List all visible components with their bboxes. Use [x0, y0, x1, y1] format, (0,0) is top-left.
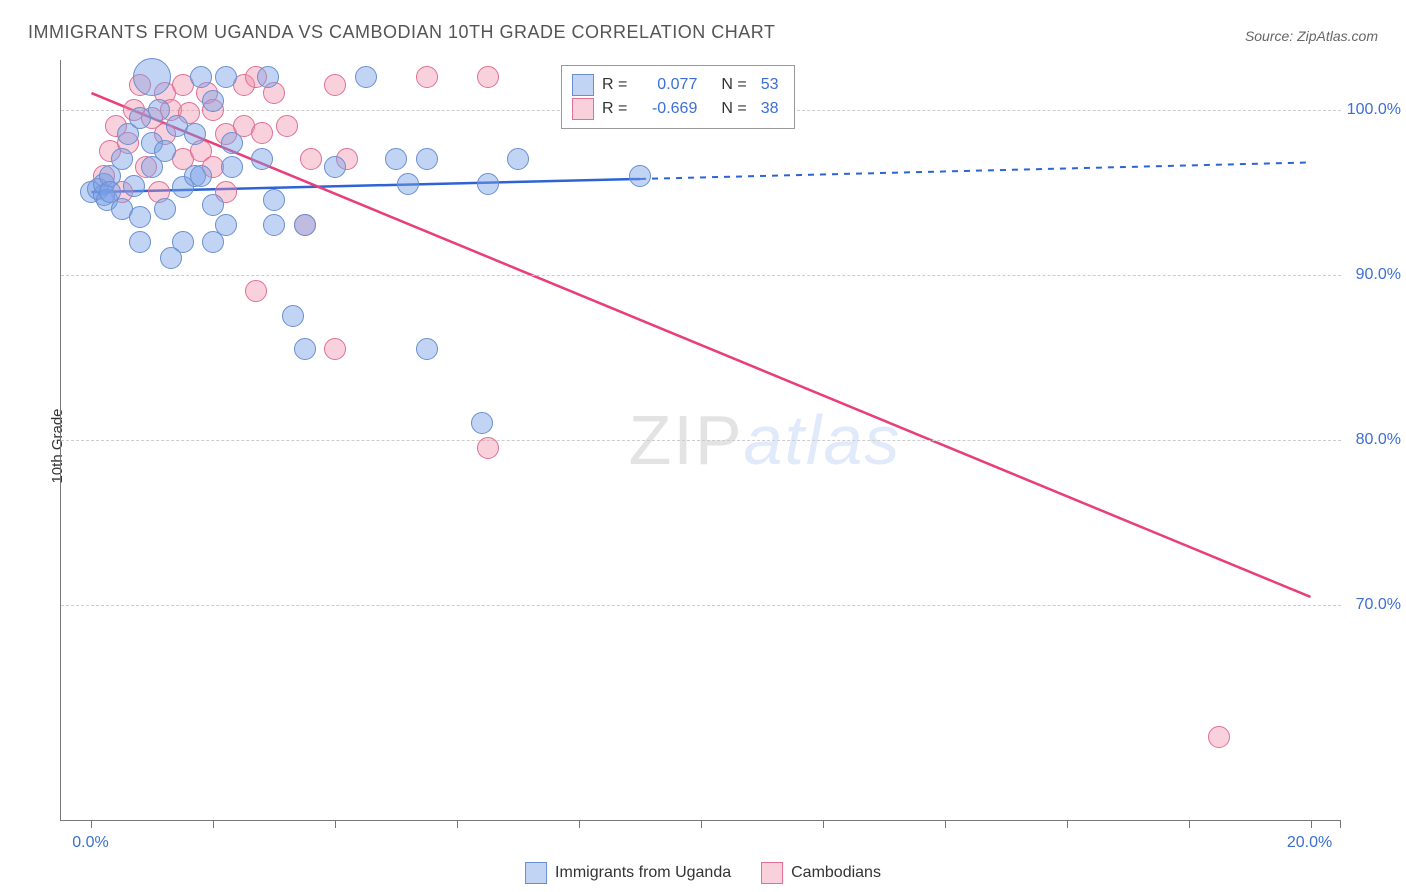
legend-row: R = -0.669 N = 38	[572, 98, 784, 120]
scatter-point	[471, 412, 493, 434]
scatter-point	[276, 115, 298, 137]
scatter-point	[221, 132, 243, 154]
n-label: N =	[721, 76, 746, 94]
x-tick-label: 0.0%	[72, 834, 108, 852]
scatter-point	[190, 66, 212, 88]
scatter-point	[129, 206, 151, 228]
legend-row: R = 0.077 N = 53	[572, 74, 784, 96]
y-tick-label: 100.0%	[1347, 101, 1401, 119]
gridline	[61, 605, 1341, 606]
x-tick	[823, 820, 824, 828]
scatter-point	[148, 99, 170, 121]
r-value: 0.077	[641, 76, 697, 94]
x-tick	[91, 820, 92, 828]
scatter-point	[477, 66, 499, 88]
scatter-point	[324, 338, 346, 360]
n-label: N =	[721, 100, 746, 118]
scatter-point	[190, 165, 212, 187]
scatter-point	[154, 140, 176, 162]
scatter-point	[202, 90, 224, 112]
legend-swatch	[572, 98, 594, 120]
y-tick-label: 70.0%	[1356, 596, 1401, 614]
plot-area: ZIPatlas 70.0%80.0%90.0%100.0%R =0.077N …	[60, 60, 1341, 821]
x-tick	[213, 820, 214, 828]
scatter-point	[263, 214, 285, 236]
scatter-point	[477, 437, 499, 459]
scatter-point	[215, 66, 237, 88]
right-tick	[1340, 820, 1341, 828]
scatter-point	[215, 214, 237, 236]
scatter-point	[629, 165, 651, 187]
scatter-point	[221, 156, 243, 178]
bottom-legend: Immigrants from Uganda Cambodians	[525, 862, 881, 884]
trend-line	[91, 93, 1310, 597]
bottom-legend-item: Cambodians	[761, 862, 881, 884]
scatter-point	[416, 338, 438, 360]
source-attribution: Source: ZipAtlas.com	[1245, 28, 1378, 44]
scatter-point	[184, 123, 206, 145]
x-tick	[1311, 820, 1312, 828]
scatter-point	[111, 148, 133, 170]
scatter-point	[251, 122, 273, 144]
bottom-legend-item: Immigrants from Uganda	[525, 862, 731, 884]
scatter-point	[123, 175, 145, 197]
legend-swatch	[572, 74, 594, 96]
scatter-point	[294, 338, 316, 360]
y-tick-label: 80.0%	[1356, 431, 1401, 449]
scatter-point	[416, 66, 438, 88]
scatter-point	[507, 148, 529, 170]
scatter-point	[397, 173, 419, 195]
x-tick	[701, 820, 702, 828]
x-tick	[1067, 820, 1068, 828]
scatter-point	[416, 148, 438, 170]
scatter-point	[477, 173, 499, 195]
legend-label: Cambodians	[791, 864, 881, 882]
gridline	[61, 440, 1341, 441]
scatter-point	[129, 231, 151, 253]
scatter-point	[385, 148, 407, 170]
legend-swatch	[761, 862, 783, 884]
n-value: 38	[761, 100, 779, 118]
gridline	[61, 275, 1341, 276]
scatter-point	[263, 189, 285, 211]
scatter-point	[202, 194, 224, 216]
y-tick-label: 90.0%	[1356, 266, 1401, 284]
scatter-point	[300, 148, 322, 170]
legend-swatch	[525, 862, 547, 884]
x-tick	[579, 820, 580, 828]
x-tick-label: 20.0%	[1287, 834, 1332, 852]
scatter-point	[245, 280, 267, 302]
scatter-point	[1208, 726, 1230, 748]
scatter-point	[251, 148, 273, 170]
n-value: 53	[761, 76, 779, 94]
chart-title: IMMIGRANTS FROM UGANDA VS CAMBODIAN 10TH…	[28, 22, 775, 43]
scatter-point	[160, 247, 182, 269]
legend-label: Immigrants from Uganda	[555, 864, 731, 882]
scatter-point	[294, 214, 316, 236]
scatter-point	[154, 198, 176, 220]
x-tick	[945, 820, 946, 828]
correlation-legend: R = 0.077 N = 53 R = -0.669 N = 38	[561, 65, 795, 129]
scatter-point	[355, 66, 377, 88]
r-label: R =	[602, 100, 627, 118]
r-value: -0.669	[641, 100, 697, 118]
x-tick	[457, 820, 458, 828]
scatter-point	[133, 58, 171, 96]
x-tick	[335, 820, 336, 828]
scatter-point	[324, 156, 346, 178]
r-label: R =	[602, 76, 627, 94]
scatter-point	[282, 305, 304, 327]
trend-line-extrapolated	[640, 162, 1310, 179]
x-tick	[1189, 820, 1190, 828]
scatter-point	[257, 66, 279, 88]
scatter-point	[324, 74, 346, 96]
